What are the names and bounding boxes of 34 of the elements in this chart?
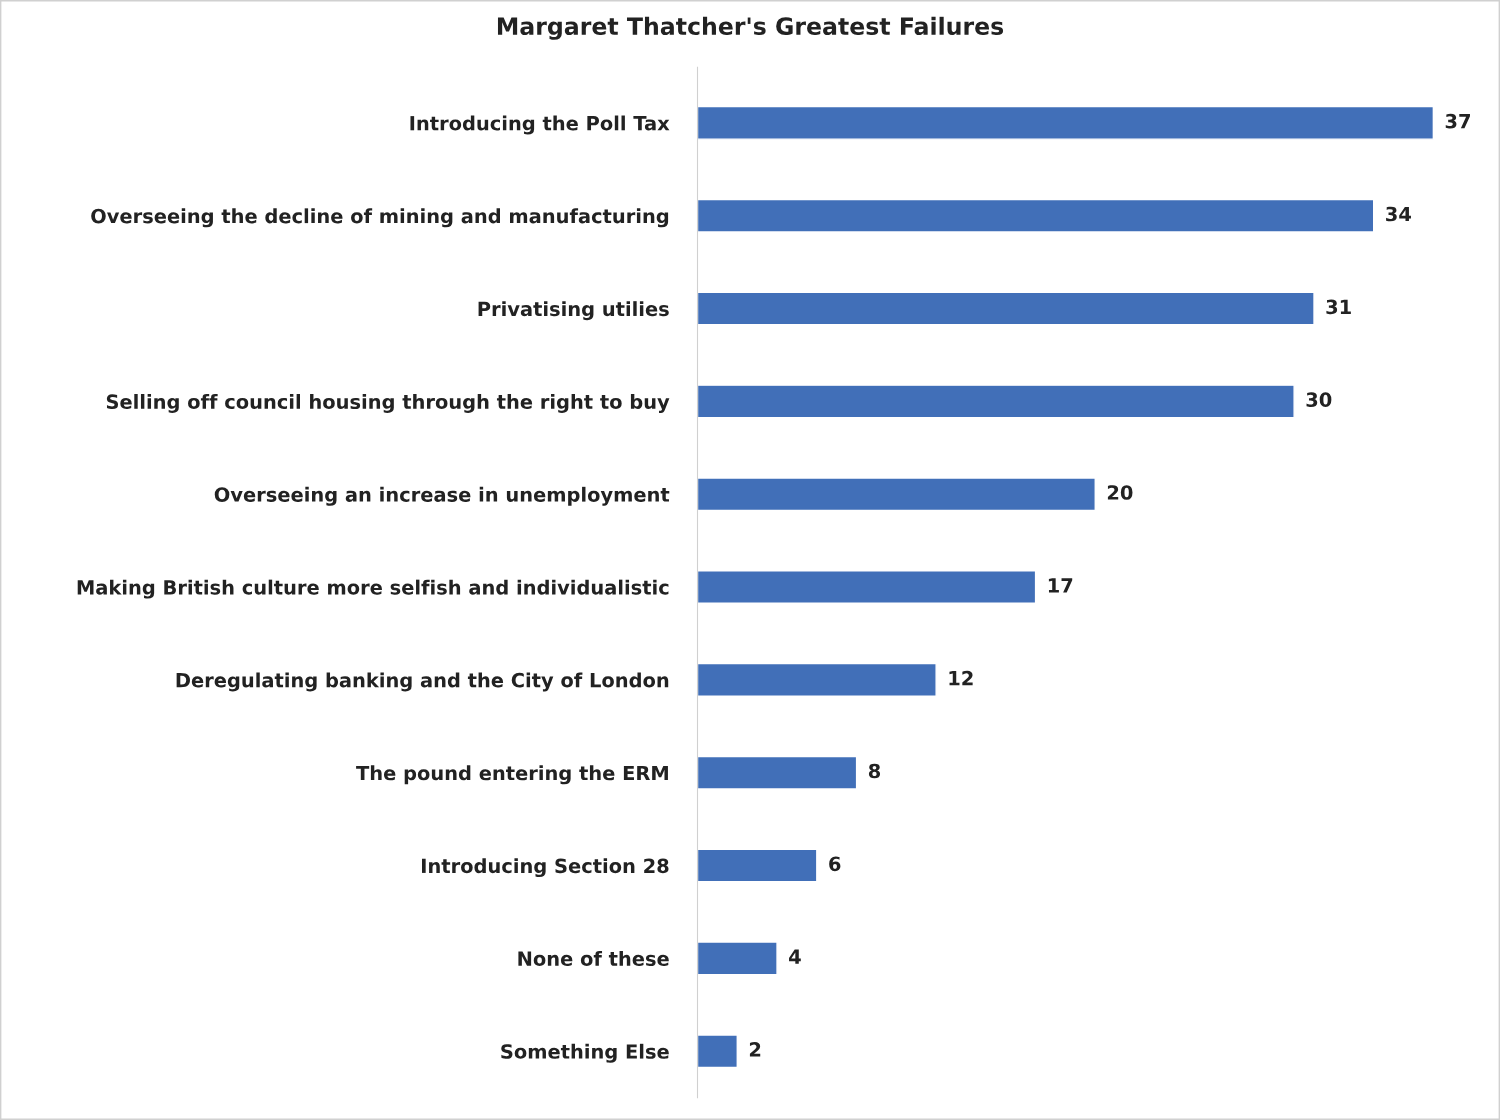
bar <box>697 848 818 883</box>
data-label: 20 <box>1107 485 1133 500</box>
bar <box>697 662 937 697</box>
bar <box>697 941 778 976</box>
y-tick-label: Making British culture more selfish and individualistic <box>77 579 669 599</box>
data-label: 8 <box>868 763 881 779</box>
bar <box>697 105 1435 140</box>
bar <box>697 570 1037 604</box>
y-tick-label: Introducing Section 28 <box>422 858 669 878</box>
y-tick-label: Introducing the Poll Tax <box>410 115 670 135</box>
data-label: 17 <box>1048 578 1073 593</box>
y-tick-label: Overseeing the decline of mining and manufacturing <box>91 208 669 228</box>
data-label: 12 <box>949 670 973 686</box>
data-label: 4 <box>789 949 801 964</box>
data-label: 30 <box>1306 392 1332 408</box>
y-tick-label: Deregulating banking and the City of London <box>176 672 669 692</box>
y-tick-label: None of these <box>518 950 669 967</box>
y-tick-label: Overseeing an increase in unemployment <box>214 486 670 506</box>
bar <box>697 477 1096 512</box>
data-label: 37 <box>1445 113 1470 129</box>
bar <box>697 1034 738 1069</box>
data-label: 31 <box>1326 299 1351 315</box>
y-tick-label: The pound entering the ERM <box>356 765 668 785</box>
y-tick-label: Privatising utilies <box>478 301 669 321</box>
data-label: 6 <box>829 856 841 872</box>
bar <box>697 755 858 790</box>
chart-title: Margaret Thatcher's Greatest Failures <box>497 16 1004 40</box>
bar <box>697 291 1315 326</box>
y-tick-label: Something Else <box>501 1043 669 1063</box>
data-label: 2 <box>749 1042 761 1057</box>
y-tick-label: Selling off council housing through the right to buy <box>106 394 670 413</box>
data-label: 34 <box>1386 206 1411 222</box>
bar <box>697 198 1375 233</box>
bar <box>697 384 1295 419</box>
